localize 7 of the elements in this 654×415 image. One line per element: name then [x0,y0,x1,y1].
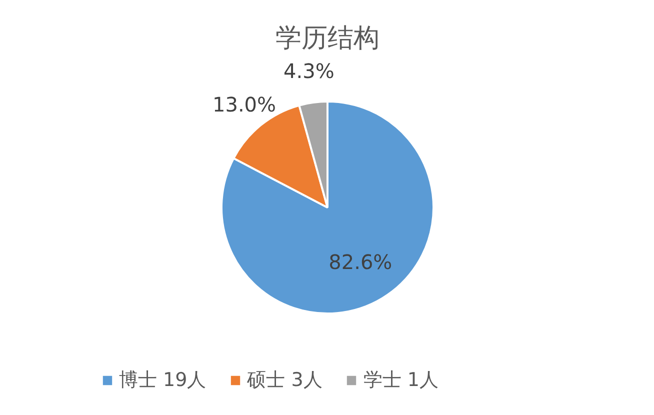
data-label: 4.3% [284,58,334,83]
chart-title: 学历结构 [276,24,380,54]
legend-label: 硕士 3人 [247,368,322,393]
legend-label: 博士 19人 [119,368,206,393]
data-label: 13.0% [212,92,276,116]
legend-label: 学士 1人 [363,368,438,393]
data-label: 82.6% [328,250,392,274]
